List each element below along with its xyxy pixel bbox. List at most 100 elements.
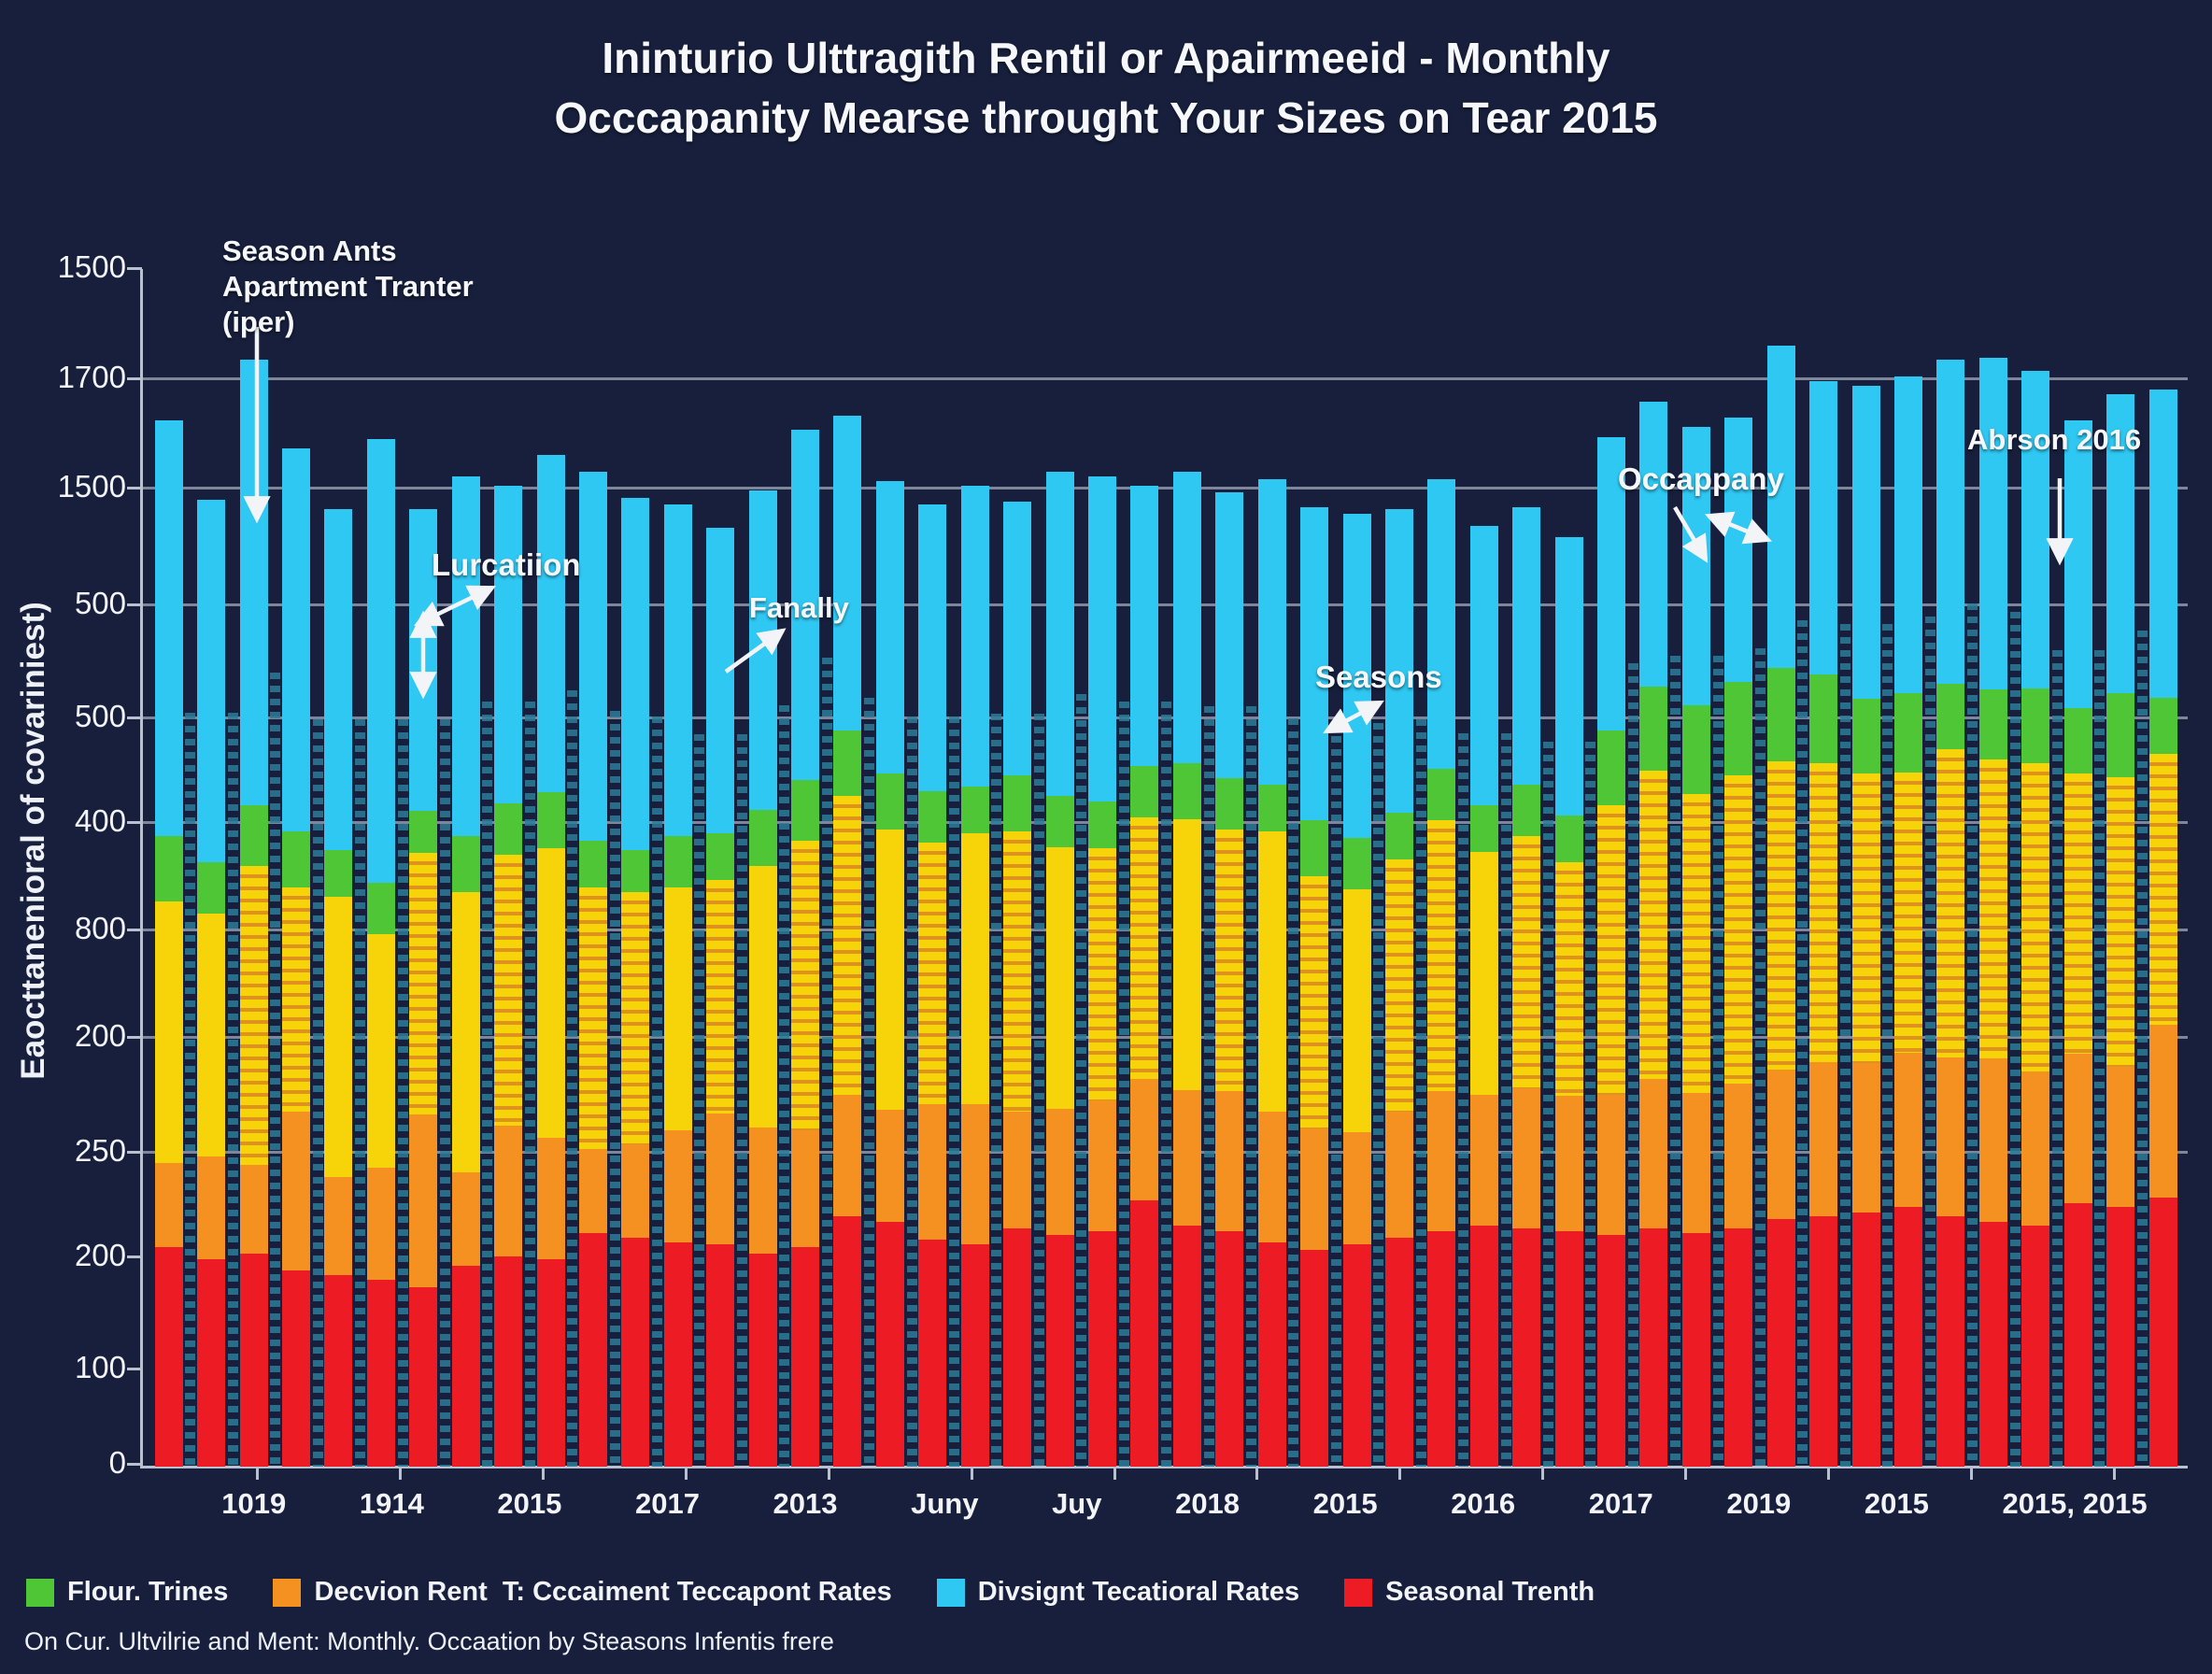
bar-segment	[663, 504, 692, 836]
bar-cell	[1972, 210, 2021, 1467]
bar-cell	[1209, 210, 1256, 1467]
gap-stripe	[1118, 702, 1129, 1467]
bar	[918, 504, 947, 1467]
bar-segment	[154, 420, 183, 836]
bar-segment	[1766, 1070, 1795, 1219]
gap-stripe	[991, 714, 1002, 1467]
bar	[154, 420, 183, 1467]
bar-segment	[1809, 381, 1838, 674]
bar	[1554, 537, 1583, 1467]
bar-segment	[1978, 358, 2007, 689]
gridline	[143, 377, 2188, 380]
bar-segment	[663, 1130, 692, 1242]
bar-cell	[487, 210, 535, 1467]
y-tick-mark	[127, 267, 142, 270]
bar-segment	[1384, 859, 1413, 1112]
bar-segment	[1681, 705, 1710, 794]
bar-segment	[536, 1259, 565, 1467]
bar-cell	[1675, 210, 1723, 1467]
x-axis-labels: 1019 1914 2015 2017 2013 Juny Juy 2018 2015 2016 2…	[148, 1487, 2184, 1521]
legend: Flour. Trines Decvion Rent T: Cccaiment …	[26, 1577, 1595, 1608]
bar-segment	[1427, 820, 1456, 1091]
bar-segment	[833, 1095, 862, 1216]
bar-segment	[791, 780, 820, 841]
bar-segment	[663, 836, 692, 887]
bar-segment	[1851, 773, 1880, 1063]
y-tick-label: 500	[74, 699, 126, 733]
bar	[197, 500, 226, 1467]
gridline	[143, 603, 2188, 606]
legend-swatch-cyan	[936, 1578, 965, 1607]
bar-segment	[281, 887, 310, 1112]
bar-segment	[2021, 371, 2050, 688]
y-tick-label: 100	[74, 1350, 126, 1384]
y-tick-mark	[127, 929, 142, 931]
bar-segment	[2021, 1071, 2050, 1226]
bar	[1851, 386, 1880, 1467]
bar-segment	[1257, 831, 1286, 1112]
bar-segment	[1130, 766, 1159, 817]
bar	[1469, 526, 1498, 1467]
legend-label: Divsignt Tecatioral Rates	[977, 1577, 1300, 1607]
x-axis-label: 1914	[359, 1487, 424, 1520]
gap-stripe	[1203, 706, 1214, 1467]
bar-segment	[875, 830, 904, 1110]
bar	[281, 448, 310, 1467]
bar-segment	[2021, 1226, 2050, 1467]
bar-segment	[1045, 472, 1074, 796]
gap-stripe	[2094, 650, 2106, 1467]
bar-segment	[1639, 1079, 1668, 1228]
bar-segment	[324, 850, 353, 897]
bar-cell	[318, 210, 366, 1467]
y-tick-mark	[127, 377, 142, 380]
bar-segment	[239, 360, 268, 805]
bar-segment	[1978, 689, 2007, 759]
bar-segment	[1215, 492, 1244, 778]
bar-cell	[657, 210, 705, 1467]
gap-stripe	[652, 716, 663, 1467]
bar-segment	[1639, 687, 1668, 771]
chart-title-line2: Occcapanity Mearse throught Your Sizes o…	[554, 93, 1658, 142]
x-axis-label: 2015	[1312, 1487, 1378, 1520]
y-tick-label: 200	[74, 1018, 126, 1053]
bar	[1766, 346, 1795, 1467]
bar-segment	[2063, 1054, 2092, 1203]
bar-segment	[663, 887, 692, 1130]
bar-cell	[2057, 210, 2106, 1467]
bar-segment	[1215, 778, 1244, 830]
y-tick-label: 250	[74, 1133, 126, 1168]
bar-segment	[1724, 1084, 1753, 1228]
bar	[1512, 507, 1541, 1467]
bar-segment	[621, 1238, 650, 1467]
legend-swatch-red	[1344, 1578, 1373, 1607]
x-tick-mark	[971, 1468, 973, 1480]
bar-cell	[827, 210, 875, 1467]
bar-segment	[1384, 509, 1413, 813]
bar-segment	[1894, 1053, 1922, 1207]
bar-segment	[748, 866, 777, 1128]
bar-segment	[1766, 1219, 1795, 1467]
x-axis-label: 2015, 2015	[2002, 1487, 2148, 1520]
bar	[578, 472, 607, 1467]
bar-cell	[699, 210, 747, 1467]
y-tick-mark	[127, 821, 142, 824]
bar-cell	[1293, 210, 1341, 1467]
bar-segment	[1681, 1093, 1710, 1233]
bar-cell	[1548, 210, 1596, 1467]
bar-segment	[1130, 1079, 1159, 1200]
bar-segment	[239, 805, 268, 866]
bar-segment	[833, 731, 862, 796]
bar-segment	[1894, 376, 1922, 693]
gap-stripe	[355, 719, 366, 1467]
bar	[451, 476, 480, 1467]
bar-segment	[1087, 848, 1116, 1100]
bar-segment	[2148, 698, 2177, 754]
bar	[1978, 358, 2007, 1467]
bar-cell	[2099, 210, 2148, 1467]
bar-segment	[578, 1149, 607, 1233]
bar	[1681, 427, 1710, 1467]
bar	[1003, 502, 1032, 1467]
bar-segment	[2106, 394, 2135, 693]
bar-segment	[451, 836, 480, 892]
y-axis-line	[140, 269, 143, 1468]
